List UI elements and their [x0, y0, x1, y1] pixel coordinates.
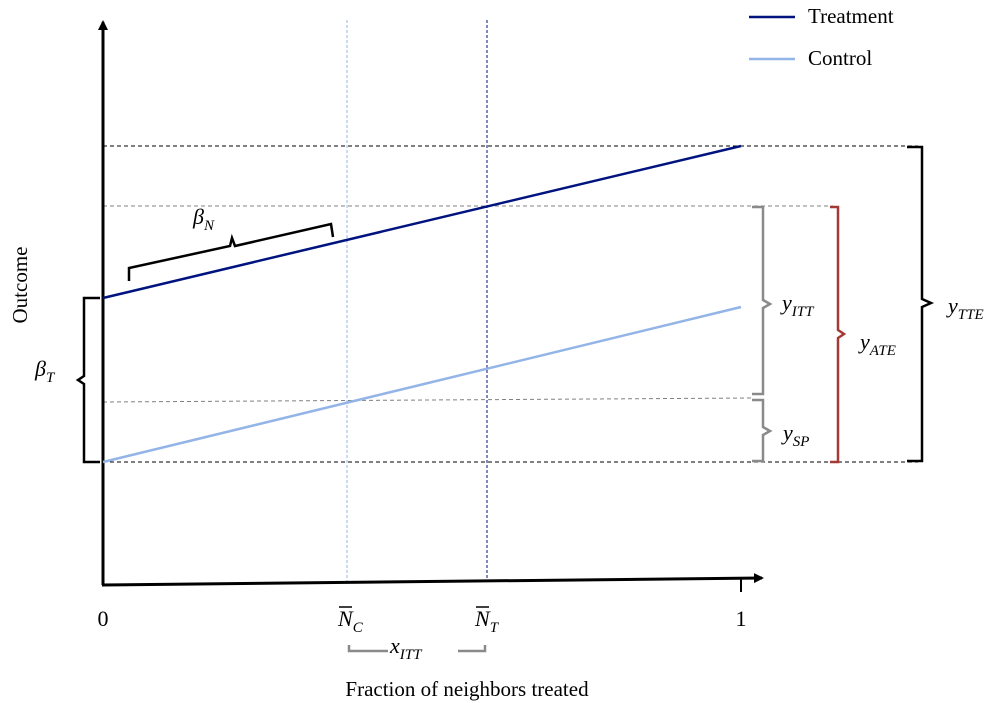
treatment-line: [102, 144, 742, 300]
beta-n-bracket: [127, 222, 335, 281]
y-tte-bracket: [907, 145, 935, 463]
nt-label: NT: [474, 606, 500, 636]
ref-line-control-at-nc: [102, 397, 755, 403]
y-itt-bracket: [752, 205, 773, 396]
legend-control-label: Control: [808, 46, 872, 70]
y-ate-bracket: [830, 205, 847, 464]
y-ate-label: yATE: [858, 329, 896, 359]
x-itt-label: xITT: [389, 633, 423, 663]
nc-label: NC: [337, 606, 364, 636]
legend-treatment-label: Treatment: [808, 4, 894, 28]
beta-n-label: βN: [192, 204, 215, 234]
y-axis-title: Outcome: [8, 247, 32, 324]
beta-t-bracket: [75, 296, 100, 464]
legend: Treatment Control: [749, 4, 894, 70]
x-itt-bracket: [347, 645, 487, 653]
y-itt-label: yITT: [780, 290, 815, 320]
y-sp-label: ySP: [781, 420, 809, 450]
x-tick-1: 1: [736, 606, 747, 631]
y-sp-bracket: [752, 398, 773, 463]
y-tte-label: yTTE: [946, 293, 984, 323]
beta-t-label: βT: [34, 356, 56, 386]
control-line: [102, 305, 742, 464]
x-axis-title: Fraction of neighbors treated: [345, 677, 589, 701]
x-axis: [101, 573, 764, 587]
x-tick-0: 0: [98, 606, 109, 631]
